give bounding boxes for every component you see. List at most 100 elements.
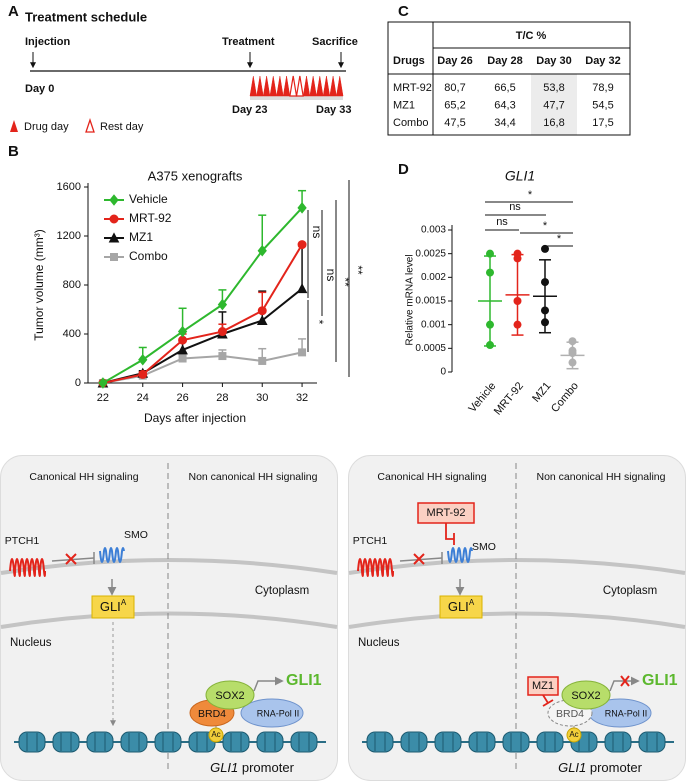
marker [256,314,268,326]
drug-day [322,75,331,97]
x-tick-label: 26 [176,392,188,404]
drug-day [276,75,284,97]
y-tick-label: 1600 [57,181,81,193]
legend-icon [10,120,18,132]
day-label: Day 33 [316,104,351,116]
schedule-days [249,75,344,97]
data-point [486,268,494,277]
y-tick-label: 800 [63,279,81,291]
table-body: Drugs Day 26 Day 28 Day 30 Day 32 MRT-92 80,7 6… [393,55,621,129]
plasma-membrane [348,558,686,575]
marker [217,327,227,337]
marker [98,377,108,389]
table-cell: 65,2 [444,99,465,111]
compartment-label: Cytoplasm [255,585,309,597]
panel-label: A [8,3,19,20]
marker [177,325,188,338]
nucleosome [154,731,182,753]
nucleosome-stripe [646,733,658,751]
marker [110,253,118,261]
gene-name: GLI1 [558,760,586,775]
nucleosome-stripe [510,733,522,751]
table-cell: 16,8 [543,117,564,129]
table-cell: 34,4 [494,117,515,129]
table-cell: MZ1 [393,99,415,111]
data-point [541,244,549,253]
marker [108,232,120,243]
marker [257,306,267,316]
y-tick-label: 0 [440,367,446,378]
x-tick-label: MZ1 [530,380,553,405]
nucleosome [468,731,496,753]
sox2 [561,680,611,710]
protein-label: RNA-Pol II [605,708,648,718]
inhibition [445,523,454,540]
data-point [513,254,522,263]
data-point [541,318,549,327]
legend-label: MRT-92 [129,211,172,225]
gene-name: GLI1 [210,760,238,775]
y-tick-label: 400 [63,328,81,340]
marker [257,244,267,257]
drug-day [316,75,324,97]
inhibition [51,557,95,562]
data-point [568,337,577,346]
data-point [513,297,522,305]
sox2 [205,680,255,710]
chart-title: GLI1 [505,168,535,184]
protein-label: RNA-Pol II [257,708,300,718]
data-point [541,278,549,287]
drug-day [263,75,271,97]
significance-label: * [557,233,562,245]
marker [298,348,307,357]
series-line [102,207,303,384]
event-label: Injection [25,36,71,48]
table-cell: 64,3 [494,99,515,111]
compartment-label: Nucleus [358,637,400,649]
x-tick-label: 24 [137,392,149,404]
marker [109,214,119,224]
schedule-title: Treatment schedule [25,9,147,24]
nucleosome [502,731,530,753]
nucleosome-stripe [162,733,174,751]
table-cell: Combo [393,117,428,129]
protein-label: BRD4 [556,708,584,720]
highlight [531,74,577,135]
panel-label: B [8,143,19,160]
drug-day [329,75,337,97]
acetyl [208,727,224,743]
nucleosome-stripe [264,733,276,751]
nucleosome-stripe [60,733,72,751]
marker [218,352,227,361]
nuclear-membrane [0,611,338,629]
legend-label: Drug day [24,121,69,133]
inhibition-bar [542,699,554,707]
promoter-label: GLI1 promoter [558,760,642,775]
rna-pol [240,698,304,728]
ptch1 [9,558,46,577]
nucleosome [366,731,394,753]
section-label: Canonical HH signaling [377,471,486,483]
protein-label: GLIA [448,598,475,614]
significance-label: * [543,220,548,232]
marker [138,353,148,366]
section-label: Non canonical HH signaling [189,471,318,483]
nucleosome-stripe [196,733,208,751]
treatment-bar [250,96,343,100]
legend-label: Rest day [100,121,144,133]
plasma-membrane [0,558,338,575]
significance-label: ns [310,226,324,239]
acetyl [566,727,582,743]
nucleosome [604,731,632,753]
x-tick-label: 22 [97,392,109,404]
table-header: T/C % [516,30,547,42]
nucleosome [120,731,148,753]
section-label: Canonical HH signaling [29,471,138,483]
protein-label: GLIA [100,598,127,614]
marker [297,240,307,250]
protein-label: PTCH1 [5,535,40,547]
table-cell: 66,5 [494,82,515,94]
table-border [387,21,631,136]
y-tick-label: 0.0015 [415,296,446,307]
